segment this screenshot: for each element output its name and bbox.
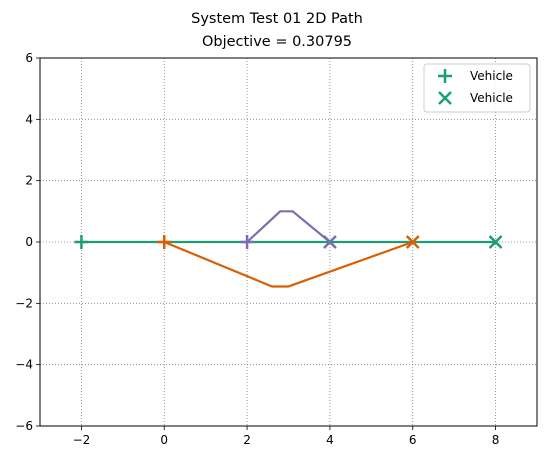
- y-tick-label: 2: [25, 174, 33, 188]
- legend-label-1: Vehicle: [470, 91, 513, 105]
- series-2-start-marker: [240, 235, 255, 249]
- series-0-start-marker: [74, 235, 89, 249]
- y-tick-label: −4: [15, 358, 33, 372]
- series-1-line: [163, 240, 414, 288]
- series-1-start-marker: [157, 235, 172, 249]
- series-layer: [74, 210, 503, 288]
- series-2-end-marker-d2: [323, 235, 337, 249]
- chart-title: System Test 01 2D Path: [191, 11, 363, 27]
- series-0-end-marker-d2: [488, 235, 503, 249]
- y-tick-label: −6: [15, 419, 33, 433]
- x-tick-label: 0: [160, 433, 168, 447]
- series-1-end-marker: [405, 235, 420, 249]
- y-tick-label: 0: [25, 235, 33, 249]
- legend-marker-1-d2: [438, 91, 452, 105]
- y-tick-label: 6: [25, 51, 33, 65]
- legend: Vehicle Vehicle: [423, 63, 531, 113]
- series-2-line: [246, 210, 331, 243]
- y-axis: −6 −4 −2 0 2 4 6: [15, 51, 40, 433]
- legend-marker-0: [438, 69, 452, 83]
- series-1-end-marker-d2: [405, 235, 420, 249]
- chart-subtitle: Objective = 0.30795: [202, 34, 352, 50]
- x-axis: −2 0 2 4 6 8: [73, 426, 500, 447]
- x-tick-label: 4: [326, 433, 334, 447]
- x-tick-label: 8: [492, 433, 500, 447]
- series-0-end-marker: [488, 235, 503, 249]
- y-tick-label: 4: [25, 112, 33, 126]
- x-tick-label: 2: [243, 433, 251, 447]
- x-tick-label: 6: [409, 433, 417, 447]
- y-tick-label: −2: [15, 296, 33, 310]
- x-tick-label: −2: [73, 433, 91, 447]
- series-2-end-marker: [323, 235, 337, 249]
- legend-label-0: Vehicle: [470, 69, 513, 83]
- legend-marker-1: [438, 91, 452, 105]
